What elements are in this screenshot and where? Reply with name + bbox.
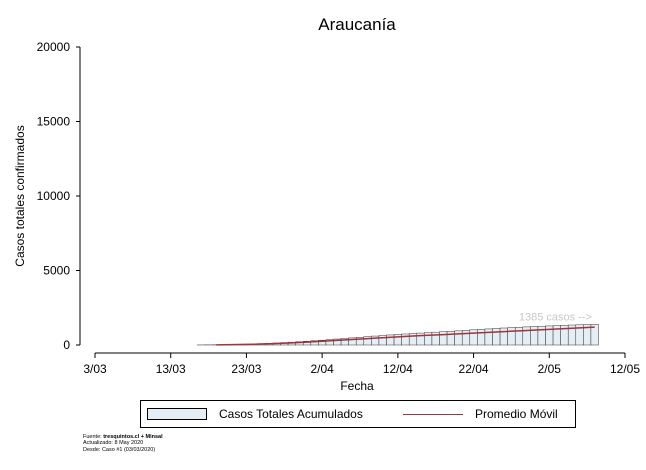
x-tick-label: 22/04 <box>459 362 489 376</box>
updated-line: Actualizado: 8 May 2020 <box>83 440 144 447</box>
chart-title: Araucanía <box>318 15 396 34</box>
x-tick-label: 2/04 <box>310 362 334 376</box>
chart: Araucanía Casos totales confirmados Fech… <box>13 15 640 393</box>
bar <box>492 328 501 346</box>
legend-item-line: Promedio Móvil <box>403 401 558 427</box>
bar <box>484 328 493 346</box>
legend-label-bars: Casos Totales Acumulados <box>219 407 363 421</box>
y-tick-label: 20000 <box>37 40 71 54</box>
since-line: Desde: Caso #1 (03/03/2020) <box>83 446 156 453</box>
source-note: Fuente: tresquintos.cl + Minsal Actualiz… <box>83 434 163 453</box>
legend-swatch-line <box>403 413 463 415</box>
x-tick-label: 13/03 <box>156 362 186 376</box>
y-axis-label: Casos totales confirmados <box>13 125 27 266</box>
source-prefix: Fuente: <box>83 434 104 440</box>
y-tick-label: 0 <box>63 338 70 352</box>
x-tick-label: 3/03 <box>83 362 107 376</box>
legend-swatch-bars <box>147 408 207 420</box>
legend: Casos Totales Acumulados Promedio Móvil <box>140 400 576 428</box>
moving-average-line <box>216 326 595 346</box>
last-value-annotation: 1385 casos --> <box>519 311 592 323</box>
bar <box>590 324 599 346</box>
source-name: tresquintos.cl + Minsal <box>103 434 163 440</box>
bar <box>514 327 524 346</box>
bar <box>507 327 516 346</box>
x-tick-label: 2/05 <box>538 362 562 376</box>
y-tick-label: 5000 <box>43 264 70 278</box>
y-tick-label: 15000 <box>37 115 71 129</box>
x-axis-label: Fecha <box>340 379 374 393</box>
legend-item-bars: Casos Totales Acumulados <box>147 401 363 427</box>
x-tick-label: 23/03 <box>231 362 261 376</box>
x-tick-label: 12/04 <box>383 362 413 376</box>
y-tick-label: 10000 <box>37 189 71 203</box>
x-tick-label: 12/05 <box>610 362 640 376</box>
bar <box>499 327 508 346</box>
bar <box>477 329 486 346</box>
bar <box>469 329 478 346</box>
legend-label-line: Promedio Móvil <box>475 407 558 421</box>
source-line: Fuente: tresquintos.cl + Minsal <box>83 434 163 440</box>
bar <box>461 330 471 346</box>
